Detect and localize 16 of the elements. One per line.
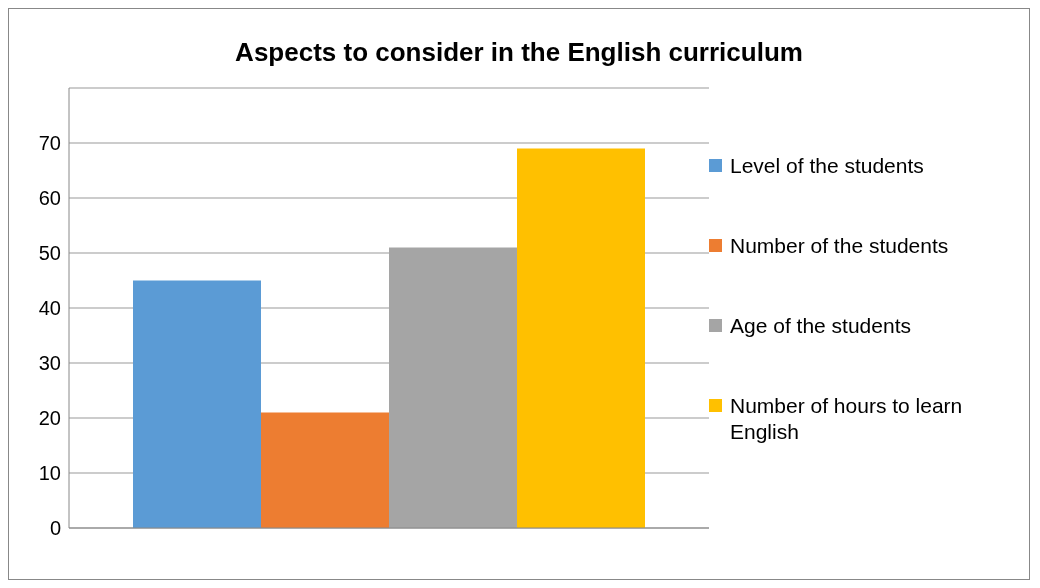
y-tick-label: 60	[38, 187, 61, 210]
y-tick-label: 50	[38, 242, 61, 265]
y-tick-label: 70	[38, 132, 61, 155]
y-tick-label: 20	[38, 407, 61, 430]
bar	[133, 280, 261, 528]
y-tick-label: 0	[49, 517, 61, 540]
legend-label: Number of hours to learn English	[730, 393, 964, 445]
bar	[517, 148, 645, 528]
y-tick-label: 30	[38, 352, 61, 375]
y-tick-label: 10	[38, 462, 61, 485]
bar	[261, 412, 389, 528]
chart-title: Aspects to consider in the English curriculum	[234, 37, 804, 68]
legend-label: Age of the students	[730, 313, 911, 339]
legend-label: Number of the students	[730, 233, 949, 259]
y-tick-label: 40	[38, 297, 61, 320]
legend-label: Level of the students	[730, 153, 924, 179]
